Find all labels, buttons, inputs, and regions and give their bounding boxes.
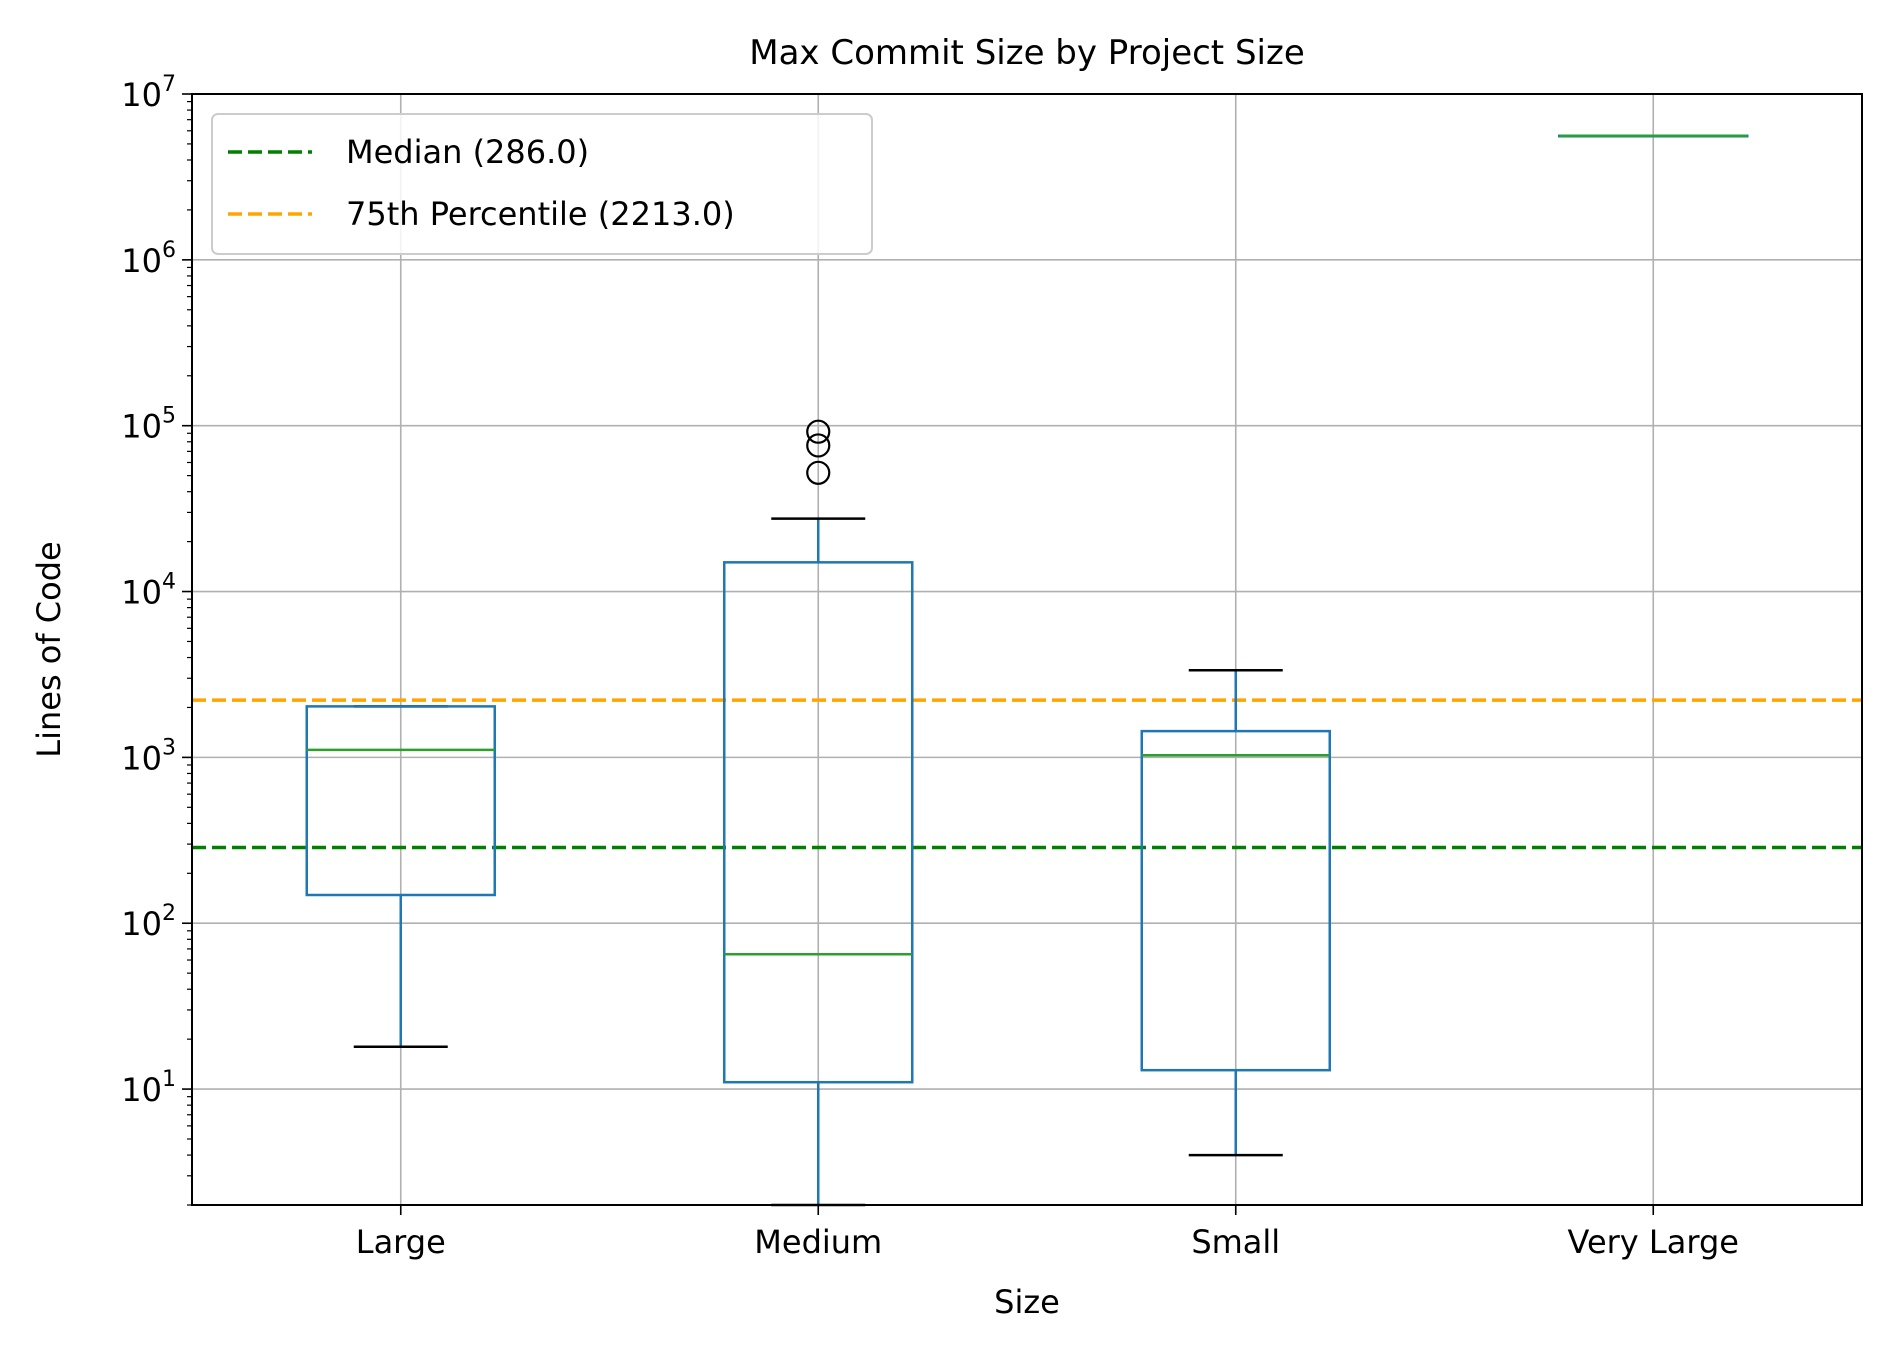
x-tick-label: Medium: [754, 1223, 882, 1261]
y-tick-label: 103: [121, 735, 176, 777]
y-tick-label: 104: [121, 570, 176, 612]
legend-box: [211, 113, 873, 255]
y-tick-label: 106: [121, 238, 176, 280]
reference-lines: [192, 698, 1862, 850]
box-plots: [305, 134, 1749, 1207]
x-axis: Large Medium Small Very Large: [356, 1205, 1739, 1261]
grid-lines: [192, 93, 1862, 1205]
x-axis-label: Size: [994, 1283, 1060, 1321]
outlier-point: [806, 460, 831, 485]
x-tick-label: Very Large: [1568, 1223, 1739, 1261]
y-tick-label: 101: [121, 1067, 176, 1109]
y-axis-label: Lines of Code: [30, 541, 68, 757]
box-3: [1558, 134, 1749, 138]
outlier-point: [806, 419, 831, 444]
box-body: [305, 705, 496, 897]
y-tick-label: 107: [121, 72, 176, 114]
box-2: [1140, 669, 1331, 1157]
y-axis: 101 102 103 104 105 106 107: [121, 72, 192, 1206]
legend: Median (286.0) 75th Percentile (2213.0): [211, 113, 873, 255]
box-0: [305, 705, 496, 1048]
y-tick-label: 102: [121, 901, 176, 943]
box-1: [723, 419, 914, 1207]
x-tick-label: Large: [356, 1223, 446, 1261]
chart-title: Max Commit Size by Project Size: [749, 33, 1305, 73]
legend-entry-label: 75th Percentile (2213.0): [346, 195, 735, 233]
box-body: [1140, 729, 1331, 1072]
legend-entry-label: Median (286.0): [346, 133, 589, 171]
y-tick-label: 105: [121, 404, 176, 446]
x-tick-label: Small: [1191, 1223, 1280, 1261]
box-body: [723, 561, 914, 1084]
outlier-point: [806, 433, 831, 458]
plot-frame: [191, 93, 1863, 1206]
